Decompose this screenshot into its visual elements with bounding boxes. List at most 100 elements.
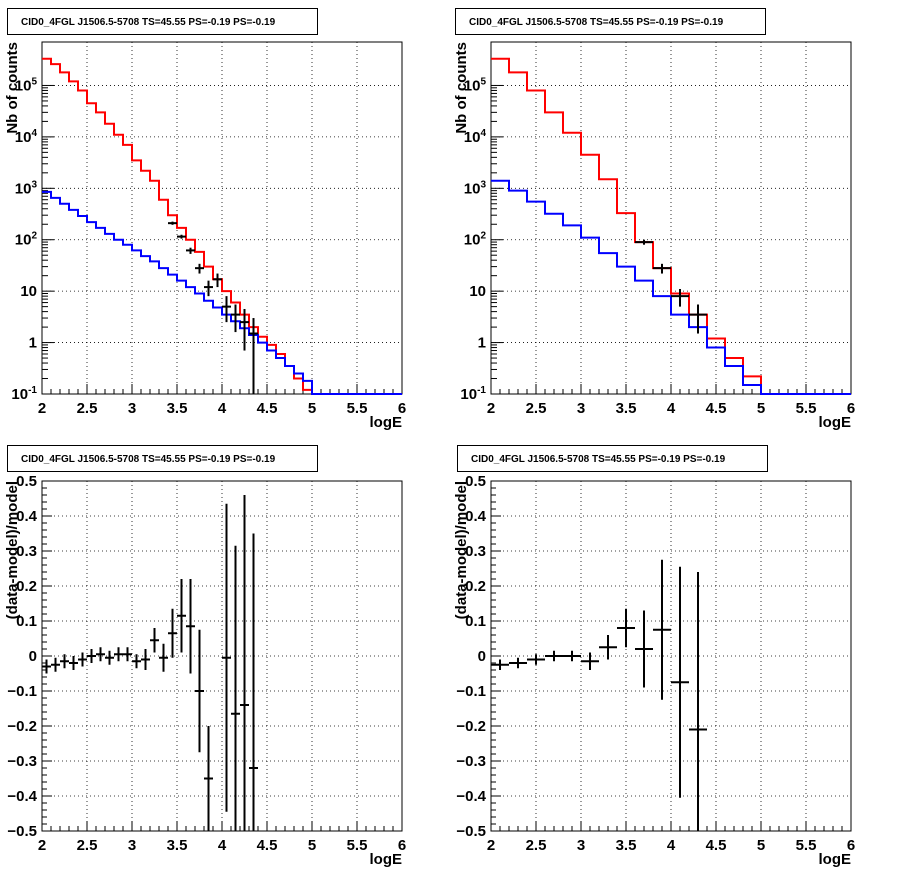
data-point [51, 657, 60, 672]
data-point [159, 643, 168, 672]
y-tick-label: −0.3 [456, 753, 486, 770]
x-tick-label: 5 [757, 400, 765, 417]
chart-panel-4: CID0_4FGL J1506.5-5708 TS=45.55 PS=-0.19… [453, 445, 855, 868]
data-point [509, 657, 527, 669]
x-axis-label: logE [370, 414, 403, 431]
data-point [653, 559, 671, 700]
y-tick-label: 0.5 [16, 473, 37, 490]
data-point [132, 654, 141, 669]
data-point [635, 610, 653, 688]
x-tick-label: 3 [128, 837, 136, 854]
y-axis-label: (data-model)/model [4, 481, 21, 619]
title-box [457, 445, 768, 472]
title-box [455, 8, 766, 35]
x-tick-label: 4.5 [257, 837, 278, 854]
y-tick-label: −0.1 [7, 683, 37, 700]
data-point [249, 318, 258, 394]
model-histogram-1 [491, 57, 851, 395]
data-point [177, 234, 186, 239]
data-point [69, 656, 78, 670]
data-point [240, 495, 249, 831]
x-tick-label: 5 [757, 837, 765, 854]
x-tick-label: 3 [128, 400, 136, 417]
model-histogram-2 [491, 179, 851, 395]
x-tick-label: 3.5 [616, 400, 637, 417]
title-box [7, 8, 318, 35]
data-point [87, 649, 96, 663]
y-tick-label: −0.1 [456, 683, 486, 700]
x-tick-label: 4 [218, 837, 227, 854]
data-point [123, 647, 132, 662]
chart-title: CID0_4FGL J1506.5-5708 TS=45.55 PS=-0.19… [469, 17, 724, 28]
chart-panel-1: CID0_4FGL J1506.5-5708 TS=45.55 PS=-0.19… [4, 8, 406, 431]
y-tick-label: 102 [15, 231, 38, 249]
data-point [689, 572, 707, 831]
y-tick-label: 0.2 [465, 578, 486, 595]
x-tick-label: 2.5 [526, 837, 547, 854]
data-point [671, 289, 689, 307]
chart-panel-3: CID0_4FGL J1506.5-5708 TS=45.55 PS=-0.19… [4, 445, 406, 868]
data-point [635, 239, 653, 245]
y-axis-label: Nb of counts [4, 42, 21, 134]
data-point [581, 652, 599, 670]
y-tick-label: −0.2 [456, 718, 486, 735]
x-tick-label: 5 [308, 837, 316, 854]
y-tick-label: 102 [464, 231, 487, 249]
y-tick-label: 10-1 [460, 385, 486, 403]
y-tick-label: 0.1 [465, 613, 486, 630]
data-point [231, 304, 240, 333]
y-tick-label: 10-1 [11, 385, 37, 403]
x-tick-label: 6 [398, 400, 406, 417]
x-axis-label: logE [819, 414, 852, 431]
y-tick-label: 104 [464, 128, 487, 146]
x-tick-label: 4 [667, 837, 676, 854]
data-point [60, 654, 69, 669]
data-point [527, 654, 545, 665]
x-axis-label: logE [370, 851, 403, 868]
x-tick-label: 4 [218, 400, 227, 417]
data-point [168, 221, 177, 225]
data-point [671, 566, 689, 798]
data-point [186, 247, 195, 254]
data-point [141, 649, 150, 670]
y-tick-label: 0.5 [465, 473, 486, 490]
data-point [150, 628, 159, 653]
x-tick-label: 3.5 [616, 837, 637, 854]
y-tick-label: 0 [478, 648, 486, 665]
data-point [491, 659, 509, 670]
data-point [78, 652, 87, 667]
y-tick-label: −0.4 [456, 788, 486, 805]
x-tick-label: 2.5 [77, 837, 98, 854]
y-tick-label: 0.4 [16, 508, 38, 525]
y-tick-label: 10 [469, 283, 486, 300]
y-tick-label: 0.4 [465, 508, 487, 525]
data-point [222, 296, 231, 323]
x-tick-label: 2.5 [77, 400, 98, 417]
data-point [653, 263, 671, 274]
x-tick-label: 6 [847, 837, 855, 854]
x-tick-label: 5.5 [796, 400, 817, 417]
data-point [213, 273, 222, 288]
data-point [195, 629, 204, 753]
data-point [195, 263, 204, 274]
data-point [231, 545, 240, 831]
data-point [545, 650, 563, 662]
x-tick-label: 5 [308, 400, 316, 417]
data-point [177, 579, 186, 653]
data-point [114, 647, 123, 662]
data-point [96, 647, 105, 662]
model-histogram-1 [42, 57, 402, 395]
y-tick-label: −0.5 [7, 823, 37, 840]
title-box [7, 445, 318, 472]
y-tick-label: 10 [20, 283, 37, 300]
y-tick-label: 0.2 [16, 578, 37, 595]
y-tick-label: 103 [464, 179, 487, 197]
y-axis-label: Nb of counts [453, 42, 470, 134]
x-tick-label: 4.5 [706, 837, 727, 854]
x-tick-label: 5.5 [347, 400, 368, 417]
y-tick-label: 105 [15, 76, 38, 94]
chart-title: CID0_4FGL J1506.5-5708 TS=45.55 PS=-0.19… [21, 454, 276, 465]
x-tick-label: 4 [667, 400, 676, 417]
y-tick-label: 104 [15, 128, 38, 146]
